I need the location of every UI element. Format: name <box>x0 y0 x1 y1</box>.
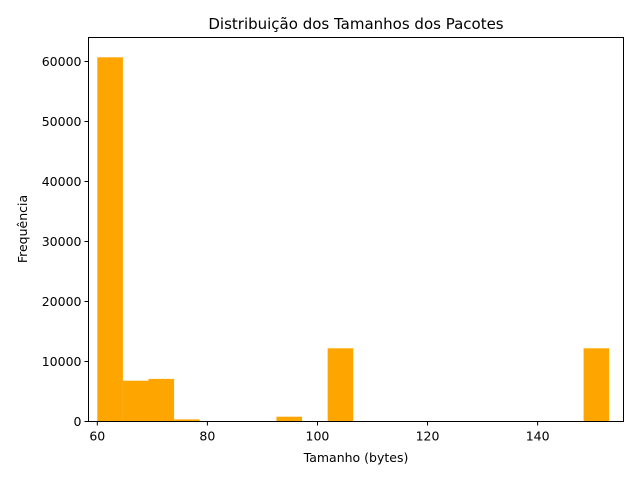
x-axis-ticks: 60 80 100 120 140 <box>89 421 550 444</box>
plot-frame <box>88 37 624 422</box>
histogram-bar <box>174 419 200 422</box>
histogram-bar <box>122 380 149 422</box>
chart-title: Distribuição dos Tamanhos dos Pacotes <box>208 15 503 33</box>
x-tick-label: 120 <box>416 429 440 444</box>
y-axis-label: Frequência <box>15 195 30 263</box>
x-tick-label: 140 <box>526 429 550 444</box>
y-tick-label: 30000 <box>42 234 82 249</box>
x-tick-label: 60 <box>89 429 105 444</box>
histogram-bar <box>327 348 354 422</box>
x-axis-label: Tamanho (bytes) <box>303 450 409 465</box>
histogram-bar <box>276 416 303 422</box>
histogram-bar <box>583 348 610 422</box>
y-tick-label: 0 <box>74 414 82 429</box>
y-axis-ticks: 0 10000 20000 30000 40000 50000 60000 <box>42 54 89 429</box>
histogram-bar <box>148 378 175 422</box>
bars-group <box>97 57 610 422</box>
y-tick-label: 10000 <box>42 354 82 369</box>
y-tick-label: 40000 <box>42 174 82 189</box>
y-tick-label: 20000 <box>42 294 82 309</box>
y-tick-label: 50000 <box>42 114 82 129</box>
histogram-bar <box>97 57 123 422</box>
x-tick-label: 80 <box>199 429 215 444</box>
x-tick-label: 100 <box>306 429 330 444</box>
y-tick-label: 60000 <box>42 54 82 69</box>
